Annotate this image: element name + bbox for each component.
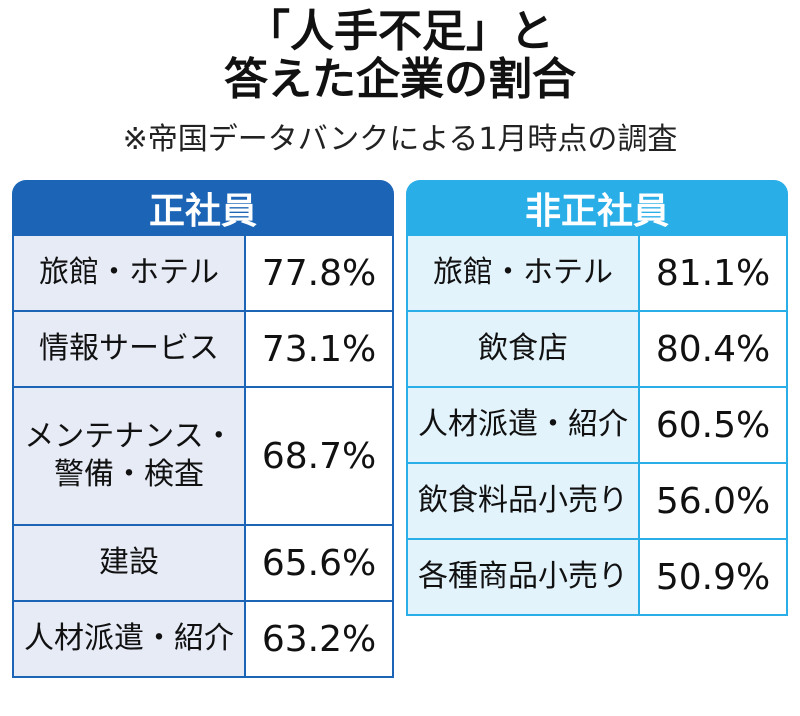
table-row: 飲食料品小売り 56.0%: [408, 462, 786, 538]
value-label: 77.8%: [261, 252, 377, 294]
value-label: 73.1%: [261, 328, 377, 370]
category-label: 飲食店: [408, 312, 640, 386]
value-label: 50.9%: [655, 556, 771, 598]
value-label: 65.6%: [261, 542, 377, 584]
category-label: 建設: [14, 526, 246, 600]
chart-title-line1: 「人手不足」と: [246, 6, 554, 57]
category-label: 人材派遣・紹介: [14, 602, 246, 676]
category-label: 情報サービス: [14, 312, 246, 386]
source-note: ※帝国データバンクによる1月時点の調査: [122, 122, 678, 157]
category-label: 旅館・ホテル: [408, 236, 640, 310]
table-row: メンテナンス・警備・検査 68.7%: [14, 386, 392, 524]
category-label: メンテナンス・警備・検査: [14, 388, 246, 524]
chart-title-line2: 答えた企業の割合: [224, 54, 576, 105]
nonregular-employee-table: 非正社員 旅館・ホテル 81.1% 飲食店 80.4% 人材派遣・紹介 60.5…: [406, 180, 788, 616]
category-label: 飲食料品小売り: [408, 464, 640, 538]
table-row: 人材派遣・紹介 60.5%: [408, 386, 786, 462]
value-label: 68.7%: [261, 435, 377, 477]
table-row: 旅館・ホテル 77.8%: [14, 236, 392, 310]
value-label: 63.2%: [261, 618, 377, 660]
value-label: 81.1%: [655, 252, 771, 294]
value-label: 60.5%: [655, 404, 771, 446]
category-label: 旅館・ホテル: [14, 236, 246, 310]
regular-employee-table: 正社員 旅館・ホテル 77.8% 情報サービス 73.1% メンテナンス・警備・…: [12, 180, 394, 678]
value-label: 56.0%: [655, 480, 771, 522]
category-label: 各種商品小売り: [408, 540, 640, 614]
table-row: 各種商品小売り 50.9%: [408, 538, 786, 614]
category-label: 人材派遣・紹介: [408, 388, 640, 462]
table-header: 正社員: [12, 180, 394, 236]
table-row: 人材派遣・紹介 63.2%: [14, 600, 392, 676]
table-row: 飲食店 80.4%: [408, 310, 786, 386]
table-row: 建設 65.6%: [14, 524, 392, 600]
value-label: 80.4%: [655, 328, 771, 370]
table-row: 旅館・ホテル 81.1%: [408, 236, 786, 310]
table-header: 非正社員: [406, 180, 788, 236]
table-row: 情報サービス 73.1%: [14, 310, 392, 386]
